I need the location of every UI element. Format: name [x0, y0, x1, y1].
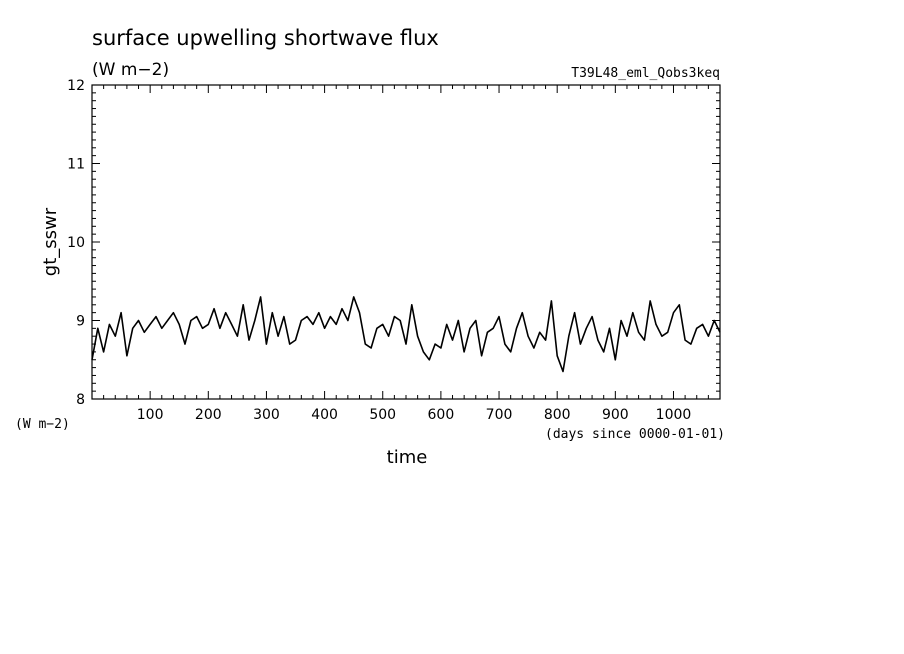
x-units: (days since 0000-01-01): [545, 427, 725, 442]
y-tick-label: 8: [76, 392, 85, 408]
series-line: [91, 296, 721, 373]
x-tick-label: 1000: [656, 407, 692, 423]
x-tick-label: 500: [369, 407, 396, 423]
x-tick-label: 100: [137, 407, 164, 423]
y-axis-label: gt_sswr: [40, 207, 61, 276]
x-tick-label: 300: [253, 407, 280, 423]
x-tick-label: 400: [311, 407, 338, 423]
x-axis-label: time: [387, 447, 428, 468]
y-tick-label: 12: [67, 78, 85, 94]
x-tick-label: 200: [195, 407, 222, 423]
x-tick-label: 800: [544, 407, 571, 423]
run-label: T39L48_eml_Qobs3keq: [571, 66, 720, 81]
axis-ticks: [92, 85, 720, 399]
x-tick-label: 600: [428, 407, 455, 423]
title-units: (W m−2): [92, 60, 169, 80]
y-tick-label: 11: [67, 157, 85, 173]
y-tick-label: 9: [76, 314, 85, 330]
y-units: (W m−2): [15, 417, 70, 432]
x-tick-label: 900: [602, 407, 629, 423]
y-tick-labels: 8 9 10 11 12: [67, 78, 85, 408]
x-tick-labels: 100 200 300 400 500 600 700 800 900 1000: [137, 407, 692, 423]
plot-frame: [91, 84, 721, 400]
x-tick-label: 700: [486, 407, 513, 423]
chart-title: surface upwelling shortwave flux: [92, 26, 439, 50]
y-tick-label: 10: [67, 235, 85, 251]
